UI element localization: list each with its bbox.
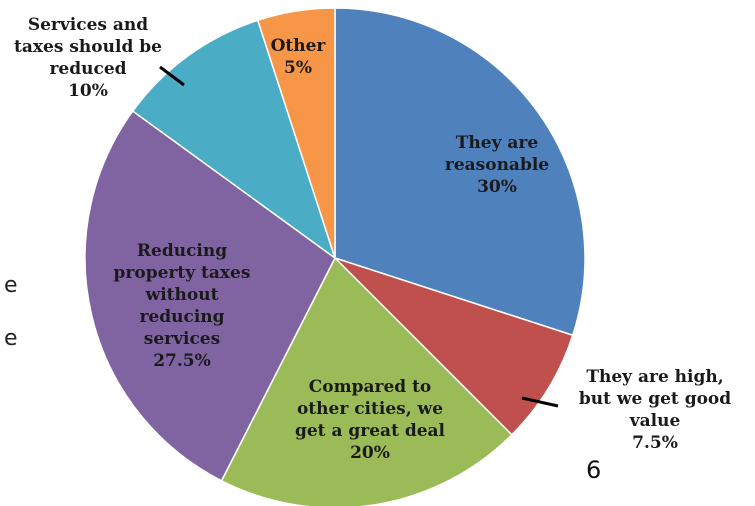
pie-slice <box>220 256 513 506</box>
leader-line <box>159 65 185 87</box>
slice-label-line: taxes should be <box>14 37 162 57</box>
pie-slice <box>334 7 586 337</box>
slice-label-line: 20% <box>350 443 390 463</box>
leader-lines <box>159 65 559 408</box>
slice-label-line: value <box>629 411 681 431</box>
slice-label-line: 10% <box>68 81 108 101</box>
slice-label-line: They are high, <box>586 367 723 387</box>
slice-label-line: 27.5% <box>153 351 211 371</box>
pie-slice <box>131 19 337 260</box>
slice-label-line: property taxes <box>114 263 251 283</box>
slice-label-line: services <box>144 329 220 349</box>
slice-label-line: get a great deal <box>295 421 446 441</box>
slice-label-line: Reducing <box>137 241 227 261</box>
pie-slice <box>334 257 574 436</box>
slice-label-line: Other <box>271 36 327 56</box>
page-number: 6 <box>586 456 601 484</box>
slice-label-line: 5% <box>284 58 312 78</box>
pie-slice <box>84 110 336 482</box>
slice-labels: They are reasonable 30% They are high, but w… <box>14 15 731 463</box>
slice-label-line: other cities, we <box>297 399 443 419</box>
slice-label-line: 30% <box>477 177 517 197</box>
slice-label-line: reducing <box>139 307 224 327</box>
slice-label-line: without <box>145 285 219 305</box>
slice-label-line: Services and <box>28 15 148 35</box>
slice-label-line: 7.5% <box>632 433 678 453</box>
slice-label: Compared to other cities, we get a great d… <box>295 377 446 463</box>
slice-label-line: reasonable <box>445 155 549 175</box>
leader-line <box>521 396 559 408</box>
pie-slices <box>84 7 586 506</box>
pie-slice <box>256 7 336 259</box>
slice-label-line: Compared to <box>309 377 432 397</box>
slice-label-line: but we get good <box>579 389 731 409</box>
stray-text-fragment: e <box>4 273 18 298</box>
slice-label-line: They are <box>456 133 539 153</box>
stray-text-fragment: e <box>4 326 18 351</box>
slice-label-line: reduced <box>49 59 126 79</box>
slice-label: They are high, but we get good value 7.5% <box>579 367 731 453</box>
slice-label: Services and taxes should be reduced 10% <box>14 15 162 101</box>
slice-label: Other 5% <box>271 36 327 78</box>
slice-label: They are reasonable 30% <box>445 133 549 197</box>
slice-label: Reducing property taxes without reducing ser… <box>114 241 251 371</box>
